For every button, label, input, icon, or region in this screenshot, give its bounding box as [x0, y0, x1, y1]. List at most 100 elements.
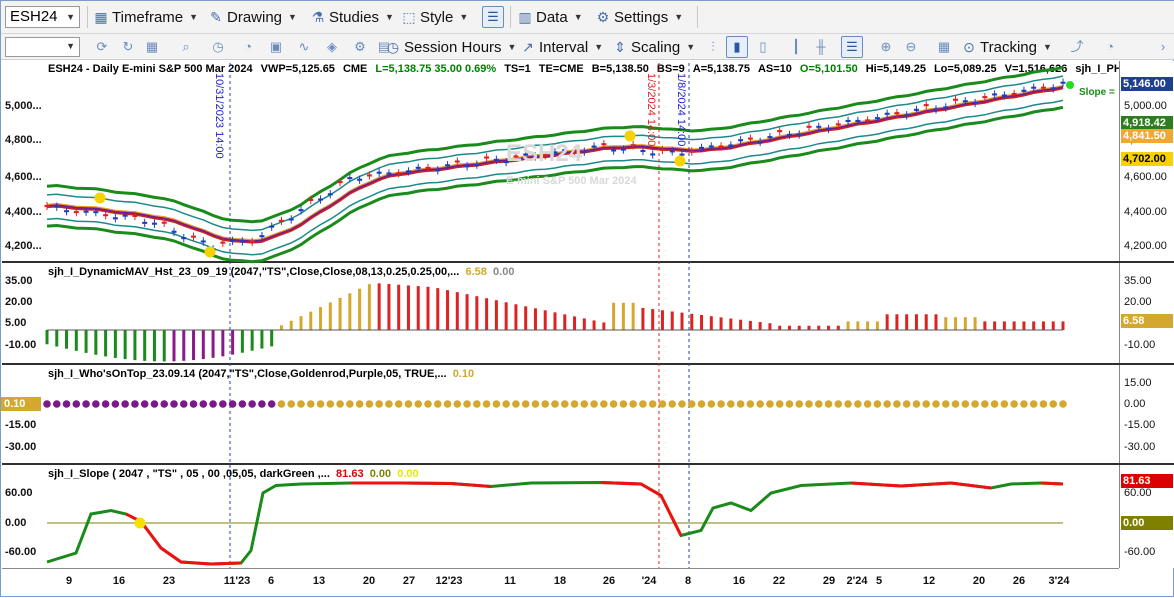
header-field: AS=10 — [757, 63, 792, 75]
columns-icon[interactable]: ▤ — [377, 39, 391, 54]
header-field: B=5,138.50 — [591, 63, 649, 75]
histogram-bar — [387, 284, 391, 330]
data-menu[interactable]: ▥ Data ▼ — [517, 5, 582, 29]
whos-on-top-dot — [678, 400, 686, 408]
whos-on-top-dot — [414, 400, 423, 408]
candle-body — [337, 181, 343, 184]
timeframe-menu[interactable]: ▦ Timeframe ▼ — [93, 5, 198, 29]
layout-button[interactable]: ☰ — [841, 36, 863, 58]
candle-body — [689, 150, 695, 153]
bar-chart-icon[interactable]: ⫶ — [711, 39, 715, 54]
histogram-bar — [524, 306, 528, 330]
histogram-bar — [113, 330, 117, 358]
candle-body — [1040, 86, 1046, 89]
pane-divider — [2, 363, 1174, 365]
whos-on-top-dot — [111, 400, 120, 408]
candle-body — [523, 153, 529, 156]
histogram-bar — [1032, 321, 1036, 330]
whos-on-top-dot — [287, 400, 296, 408]
candle-body — [835, 123, 841, 126]
left-ytick: -10.00 — [5, 339, 37, 351]
interval-menu[interactable]: ↗ Interval ▼ — [520, 35, 603, 59]
slope-axis[interactable]: 60.00 0.00 -60.00 81.63 0.00 — [1119, 465, 1174, 568]
gear-small-icon[interactable]: ⚙ — [354, 39, 366, 54]
zoom-out-icon[interactable]: ⊖ — [905, 39, 917, 54]
template-selector[interactable]: ▼ — [5, 37, 80, 57]
clock-icon[interactable]: ◷ — [212, 39, 224, 54]
whos-on-top-dot — [912, 400, 921, 408]
cube-icon[interactable]: ◈ — [327, 39, 337, 54]
bars-icon[interactable]: ┃ — [792, 39, 800, 54]
style-menu[interactable]: ⬚ Style ▼ — [401, 5, 468, 29]
histogram-pane[interactable] — [2, 263, 1119, 363]
left-ytick: 60.00 — [5, 487, 33, 499]
histogram-bar — [182, 330, 186, 361]
table-icon[interactable]: ▦ — [937, 39, 951, 54]
price-axis[interactable]: 5,000.00 4,800.00 4,600.00 4,400.00 4,20… — [1119, 61, 1174, 261]
right-ytick: 4,400.00 — [1124, 206, 1167, 218]
whos-on-top-axis[interactable]: 15.00 0.00 -15.00 -30.00 — [1119, 365, 1174, 463]
candle-body — [93, 211, 99, 214]
ohlc-icon[interactable]: ╫ — [816, 39, 826, 54]
histogram-tag: 6.58 — [1121, 314, 1173, 328]
candle-body — [220, 241, 226, 244]
hollow-candle-icon[interactable]: ▯ — [759, 39, 767, 54]
histogram-bar — [172, 330, 176, 362]
speedometer-icon[interactable]: ◔ — [1106, 39, 1114, 54]
settings-menu[interactable]: ⚙ Settings ▼ — [595, 5, 683, 29]
candlestick-button[interactable]: ▮ — [726, 36, 748, 58]
add-chart-icon[interactable]: ⤴ — [1070, 39, 1084, 54]
time-axis[interactable]: 9 16 23 11'23 6 13 20 27 12'23 11 18 26 '24 8 16 22 29 2'… — [2, 568, 1119, 596]
whos-on-top-dot — [433, 400, 442, 408]
whos-on-top-dot — [785, 400, 794, 408]
right-ytick: 5,000.00 — [1124, 100, 1167, 112]
watermark-symbol: ESH24 — [506, 140, 583, 167]
interval-icon: ↗ — [522, 39, 534, 55]
histogram-bar — [700, 315, 704, 330]
refresh-icon[interactable]: ⟳ — [96, 39, 108, 54]
right-ytick: -15.00 — [1124, 419, 1156, 431]
header-field: CME — [342, 63, 368, 75]
candle-body — [142, 221, 148, 224]
signal-dot — [94, 192, 106, 204]
histogram-bar — [954, 317, 958, 330]
layout-toggle-button[interactable]: ☰ — [482, 6, 504, 28]
reload-icon[interactable]: ↻ — [122, 39, 134, 54]
chevron-down-icon: ▼ — [674, 12, 684, 22]
wave-icon[interactable]: ∿ — [298, 39, 310, 54]
histogram-bar — [162, 330, 166, 362]
candle-body — [904, 114, 910, 117]
candle-body — [962, 100, 968, 103]
histogram-bar — [348, 293, 352, 330]
histogram-bar — [963, 317, 967, 330]
ma-orange-tag: 4,841.50 — [1121, 129, 1173, 143]
scaling-menu[interactable]: ⇕ Scaling ▼ — [612, 35, 695, 59]
whos-on-top-dot — [209, 400, 217, 408]
x-tick-label: 20 — [362, 575, 376, 587]
chart-icon[interactable]: ◔ — [244, 39, 252, 54]
band-upper-tag: 4,918.42 — [1121, 116, 1173, 130]
candle-body — [620, 148, 626, 151]
session-hours-menu[interactable]: ◷ Session Hours ▼ — [385, 35, 517, 59]
chevron-right-icon[interactable]: › — [1160, 39, 1166, 54]
candle-body — [464, 165, 470, 168]
whos-on-top-dot — [863, 400, 872, 408]
style-label: Style — [420, 8, 454, 26]
toolbar-divider — [510, 6, 511, 28]
histogram-axis[interactable]: 35.00 20.00 5.00 -10.00 6.58 — [1119, 263, 1174, 363]
whos-on-top-pane[interactable] — [2, 365, 1119, 463]
tracking-menu[interactable]: ⊙ Tracking ▼ — [961, 35, 1052, 59]
x-tick-label: 3'24 — [1048, 575, 1070, 587]
image-icon[interactable]: ▣ — [269, 39, 283, 54]
whos-on-top-dot — [355, 400, 364, 408]
whos-on-top-dot — [707, 400, 716, 408]
symbol-selector[interactable]: ESH24 ▼ — [5, 6, 80, 28]
drawing-menu[interactable]: ✎ Drawing ▼ — [208, 5, 297, 29]
header-field: BS=9 — [656, 63, 685, 75]
right-ytick: 15.00 — [1124, 377, 1152, 389]
grid-icon[interactable]: ▦ — [145, 39, 159, 54]
zoom-search-icon[interactable]: ⌕ — [182, 39, 190, 54]
studies-menu[interactable]: ⚗ Studies ▼ — [310, 5, 394, 29]
zoom-in-icon[interactable]: ⊕ — [880, 39, 892, 54]
